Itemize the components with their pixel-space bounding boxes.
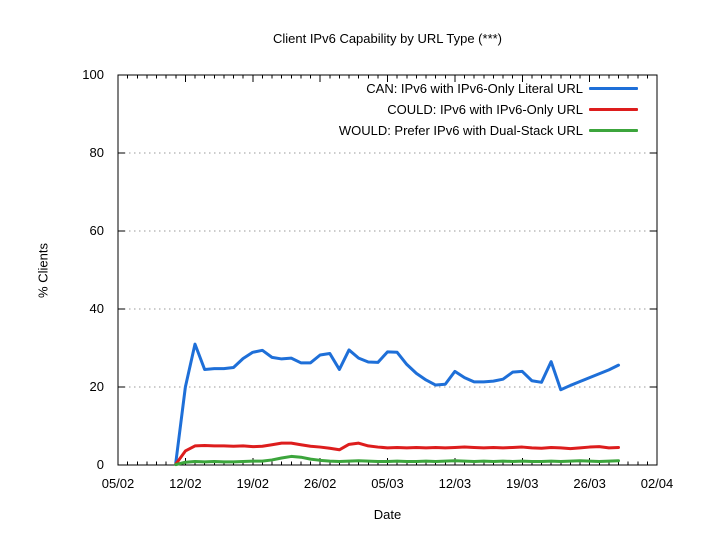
legend-line-sample xyxy=(589,129,638,132)
chart-title: Client IPv6 Capability by URL Type (***) xyxy=(272,31,503,46)
x-axis-title: Date xyxy=(373,507,402,522)
x-tick-label-19-03: 19/03 xyxy=(505,476,539,491)
x-tick-label-19-02: 19/02 xyxy=(236,476,270,491)
y-tick-label-40: 40 xyxy=(89,301,104,316)
legend-label: COULD: IPv6 with IPv6-Only URL xyxy=(387,102,583,117)
x-tick-label-12-03: 12/03 xyxy=(438,476,472,491)
series-line-2 xyxy=(174,454,620,467)
x-tick-label-12-02: 12/02 xyxy=(169,476,202,491)
series-line-0 xyxy=(174,342,620,465)
legend-line-sample xyxy=(589,87,638,90)
x-tick-label-02-04: 02/04 xyxy=(640,476,674,491)
y-tick-label-60: 60 xyxy=(89,223,104,238)
y-tick-label-20: 20 xyxy=(89,379,104,394)
legend-line-sample xyxy=(589,108,638,111)
x-tick-label-05-03: 05/03 xyxy=(371,476,404,491)
legend: CAN: IPv6 with IPv6-Only Literal URL COUL… xyxy=(339,78,638,141)
y-tick-label-80: 80 xyxy=(89,145,104,160)
x-tick-label-26-03: 26/03 xyxy=(573,476,606,491)
legend-label: CAN: IPv6 with IPv6-Only Literal URL xyxy=(366,81,583,96)
legend-item-2: WOULD: Prefer IPv6 with Dual-Stack URL xyxy=(339,120,638,141)
y-axis-title: % Clients xyxy=(35,243,51,298)
x-tick-label-05-02: 05/02 xyxy=(101,476,135,491)
y-tick-label-100: 100 xyxy=(82,67,104,82)
legend-item-0: CAN: IPv6 with IPv6-Only Literal URL xyxy=(339,78,638,99)
series-line-1 xyxy=(174,441,620,466)
x-tick-label-26-02: 26/02 xyxy=(303,476,337,491)
legend-label: WOULD: Prefer IPv6 with Dual-Stack URL xyxy=(338,123,583,138)
y-tick-label-0: 0 xyxy=(96,457,104,472)
legend-item-1: COULD: IPv6 with IPv6-Only URL xyxy=(339,99,638,120)
